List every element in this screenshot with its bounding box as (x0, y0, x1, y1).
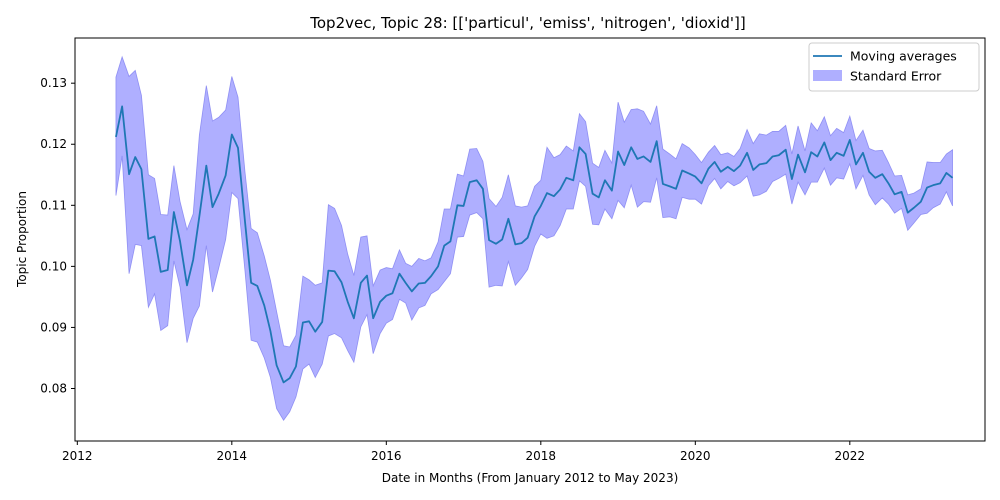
x-tick-label: 2012 (62, 449, 93, 463)
chart-title: Top2vec, Topic 28: [['particul', 'emiss'… (309, 14, 745, 32)
x-axis-label: Date in Months (From January 2012 to May… (382, 471, 679, 485)
y-tick-label: 0.13 (40, 76, 67, 90)
legend: Moving averages Standard Error (808, 42, 980, 92)
legend-label-standard-error: Standard Error (850, 69, 942, 84)
x-tick-label: 2022 (835, 449, 866, 463)
legend-label-moving-averages: Moving averages (850, 49, 957, 64)
x-tick-label: 2014 (217, 449, 248, 463)
y-axis-label: Topic Proportion (15, 191, 29, 288)
x-tick-label: 2016 (371, 449, 402, 463)
y-tick-label: 0.09 (40, 320, 67, 334)
standard-error-band (115, 55, 953, 421)
x-tick-label: 2020 (680, 449, 711, 463)
legend-band-swatch (813, 70, 842, 81)
x-axis: 2012 2014 2016 2018 2020 2022 (62, 441, 865, 463)
x-tick-label: 2018 (526, 449, 557, 463)
y-tick-label: 0.12 (40, 137, 67, 151)
legend-box (808, 42, 980, 92)
y-tick-label: 0.10 (40, 259, 67, 273)
y-axis: 0.08 0.09 0.10 0.11 0.12 0.13 (40, 76, 75, 395)
y-tick-label: 0.08 (40, 381, 67, 395)
moving-averages-line (115, 105, 954, 384)
plot-frame (74, 37, 986, 442)
y-tick-label: 0.11 (40, 198, 67, 212)
plot-area (115, 55, 954, 421)
